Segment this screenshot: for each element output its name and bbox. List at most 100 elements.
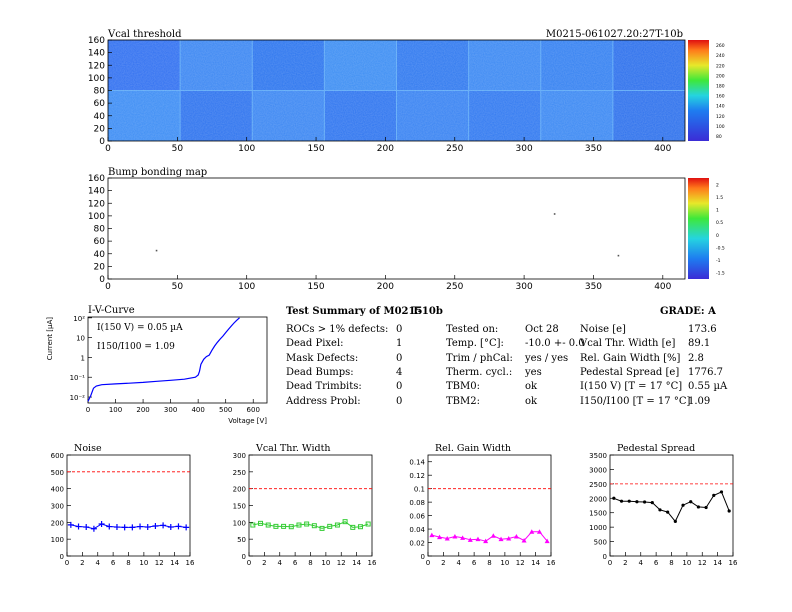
vcal-width-point [342, 519, 348, 525]
module-id: M0215-061027.20:27T-10b [546, 29, 683, 40]
gain-width-point [513, 533, 519, 539]
pedestal-spread-point [689, 500, 693, 504]
bump-colorbar-ticks: -1.5 -1 -0.5 0 0.5 1 1.5 2 [716, 182, 725, 276]
x-tick-label: 14 [170, 559, 179, 567]
vcal-width-point [334, 522, 340, 528]
vcal-width-point [304, 521, 310, 527]
y-tick-label: 0 [603, 553, 607, 561]
pedestal-spread-point [704, 505, 708, 510]
x-tick-label: 4 [96, 559, 101, 567]
gain-width-title: Rel. Gain Width [435, 443, 511, 454]
bump-colorbar: -1.5 -1 -0.5 0 0.5 1 1.5 2 [688, 178, 725, 279]
x-tick-label: 2 [262, 559, 266, 567]
noise-point [67, 521, 74, 528]
x-tick-label: 300 [516, 144, 533, 154]
colorbar-tick-label: 1 [716, 208, 719, 214]
colorbar-tick-label: 100 [716, 124, 725, 130]
noise-point [160, 522, 167, 529]
pedestal-spread-point [673, 519, 677, 523]
y-tick-label: 500 [51, 469, 64, 477]
x-tick-label: 14 [531, 559, 540, 567]
gain-width-point [506, 535, 512, 541]
y-tick-label: 0.08 [409, 499, 425, 507]
y-tick-label: 160 [88, 174, 105, 184]
y-tick-label: 2000 [589, 495, 607, 503]
colorbar-tick-label: 80 [716, 134, 722, 140]
gain-width-point [437, 534, 443, 540]
pedestal-spread-point [635, 500, 639, 504]
noise-point [183, 524, 190, 531]
noise-point [144, 524, 151, 531]
pedestal-spread-point [658, 508, 662, 512]
iv-plot: 0 100 200 300 400 500 600 10⁻² 10⁻¹ 1 10 10² I(150 … [46, 315, 268, 425]
y-tick-label: 0.1 [414, 486, 425, 494]
x-tick-label: 0 [105, 144, 111, 154]
gain-width-series-line [431, 531, 548, 542]
colorbar-tick-label: 220 [716, 63, 725, 69]
y-tick-label: 100 [88, 74, 105, 84]
y-tick-label: 200 [233, 486, 246, 494]
y-tick-label: 250 [233, 469, 246, 477]
x-tick-label: 0 [105, 282, 111, 292]
gain-width-point [467, 537, 473, 542]
iv-x-tick-label: 500 [219, 406, 232, 414]
bump-map-plot: 0 50 100 150 200 250 300 350 400 0 20 40 60 80 100 120… [88, 174, 686, 292]
dead-bump-point [617, 254, 620, 257]
x-tick-label: 8 [126, 559, 130, 567]
gain-width-point [498, 536, 504, 542]
y-tick-label: 120 [88, 61, 105, 71]
y-tick-label: 300 [51, 503, 64, 511]
y-tick-label: 600 [51, 452, 64, 460]
x-tick-label: 12 [698, 559, 707, 567]
y-tick-label: 20 [94, 124, 106, 134]
pedestal-spread-point [666, 510, 670, 514]
vcal-width-point [250, 522, 256, 528]
colorbar-tick-label: 240 [716, 53, 725, 59]
y-tick-label: 1500 [589, 510, 607, 518]
y-tick-label: 3000 [589, 466, 607, 474]
y-tick-label: 60 [94, 99, 106, 109]
y-tick-label: 160 [88, 36, 105, 46]
x-tick-label: 4 [639, 559, 644, 567]
x-tick-label: 400 [654, 144, 671, 154]
iv-axes: 0 100 200 300 400 500 600 10⁻² 10⁻¹ 1 10 10² [70, 315, 260, 414]
x-tick-label: 10 [500, 559, 509, 567]
iv-x-tick-label: 0 [86, 406, 90, 414]
noise-frame [66, 454, 191, 557]
y-tick-label: 40 [94, 250, 106, 260]
pedestal-spread-series-line [613, 491, 730, 523]
x-tick-label: 12 [155, 559, 164, 567]
colorbar-tick-label: -0.5 [716, 245, 725, 251]
noise-point [175, 523, 182, 530]
x-tick-label: 350 [585, 282, 602, 292]
iv-annotation-ratio: I150/I100 = 1.09 [97, 342, 175, 352]
noise-point [129, 524, 136, 531]
iv-y-tick-label: 10⁻¹ [70, 374, 86, 382]
x-tick-label: 400 [654, 282, 671, 292]
gain-width-point [521, 538, 527, 543]
y-tick-label: 50 [237, 536, 246, 544]
noise-point [113, 524, 120, 531]
x-tick-label: 0 [65, 559, 69, 567]
x-tick-label: 6 [472, 559, 477, 567]
y-tick-label: 150 [233, 503, 246, 511]
x-tick-label: 10 [139, 559, 148, 567]
x-tick-label: 16 [186, 559, 195, 567]
y-tick-label: 0.12 [409, 472, 425, 480]
x-tick-label: 4 [457, 559, 462, 567]
bump-colorbar-scale [688, 178, 709, 279]
noise-point [121, 524, 128, 531]
pedestal-spread-title: Pedestal Spread [617, 443, 695, 454]
colorbar-tick-label: -1.5 [716, 271, 725, 277]
iv-x-tick-label: 200 [136, 406, 149, 414]
y-tick-label: 0 [99, 275, 105, 285]
dead-bump-point [155, 249, 158, 252]
vcal-width-point [357, 524, 363, 530]
x-tick-label: 12 [516, 559, 525, 567]
x-tick-label: 150 [307, 282, 324, 292]
y-tick-label: 0.02 [409, 540, 425, 548]
y-tick-label: 0 [99, 137, 105, 147]
colorbar-tick-label: 2 [716, 182, 719, 188]
gain-width-point [452, 533, 458, 539]
